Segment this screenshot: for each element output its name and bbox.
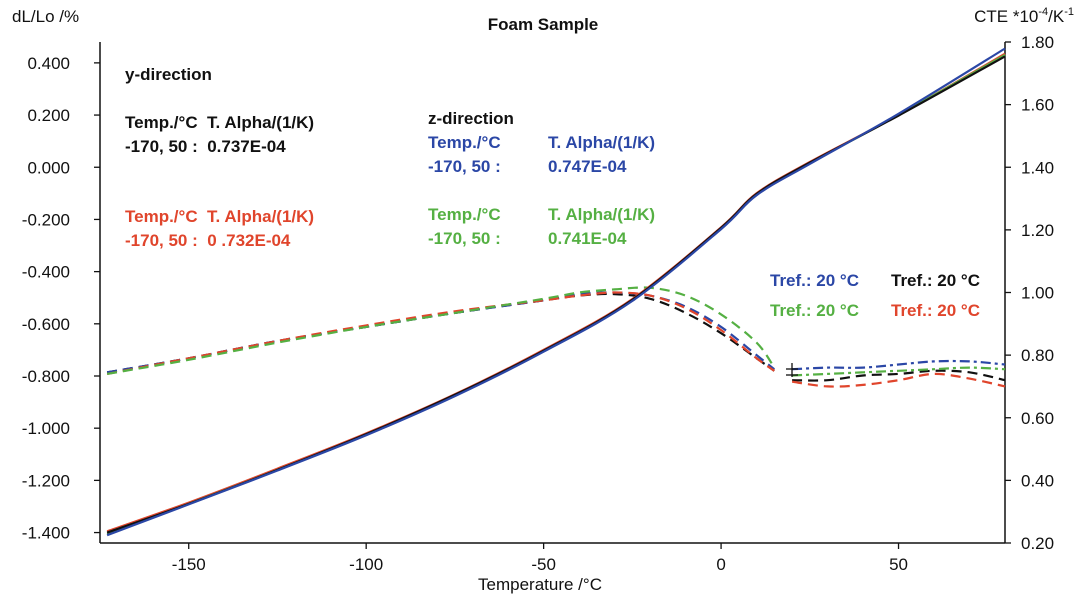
dl-curves <box>106 47 1006 537</box>
green-header-temp: Temp./°C <box>428 205 501 224</box>
x-tick-label: -100 <box>349 555 383 574</box>
y2-tick-label: 1.00 <box>1021 284 1054 303</box>
black-value: -170, 50 : 0.737E-04 <box>125 137 286 156</box>
blue-header-alpha: T. Alpha/(1/K) <box>548 133 655 152</box>
blue-header-temp: Temp./°C <box>428 133 501 152</box>
y-tick-label: -1.000 <box>22 419 70 438</box>
tref-blue: Tref.: 20 °C <box>770 271 859 290</box>
tref-green: Tref.: 20 °C <box>770 301 859 320</box>
tref-black: Tref.: 20 °C <box>891 271 980 290</box>
y-direction-label: y-direction <box>125 65 212 84</box>
annotations: y-direction Temp./°C T. Alpha/(1/K) -170… <box>125 65 980 320</box>
y-tick-label: 0.000 <box>27 158 70 177</box>
cte-curves <box>106 286 1006 388</box>
cte-series-red <box>791 372 1006 388</box>
cte-series-black <box>106 292 775 374</box>
cte-series-black <box>792 369 1006 382</box>
y2-axis-label: CTE *10-4/K-1 <box>974 6 1074 26</box>
y-tick-label: -0.200 <box>22 210 70 229</box>
y-tick-label: -1.200 <box>22 471 70 490</box>
y2-tick-label: 1.80 <box>1021 33 1054 52</box>
y-tick-label: -1.400 <box>22 524 70 543</box>
y-tick-label: -0.800 <box>22 367 70 386</box>
y-axis-label: dL/Lo /% <box>12 7 79 26</box>
black-header: Temp./°C T. Alpha/(1/K) <box>125 113 314 132</box>
x-tick-label: 50 <box>889 555 908 574</box>
x-tick-label: 0 <box>716 555 725 574</box>
cte-series-blue <box>792 359 1006 371</box>
green-value-alpha: 0.741E-04 <box>548 229 627 248</box>
y-tick-label: -0.400 <box>22 263 70 282</box>
cte-series-green <box>106 286 776 375</box>
z-direction-label: z-direction <box>428 109 514 128</box>
tref-red: Tref.: 20 °C <box>891 301 980 320</box>
red-value: -170, 50 : 0 .732E-04 <box>125 231 291 250</box>
x-tick-label: -50 <box>531 555 556 574</box>
y2-tick-label: 1.60 <box>1021 96 1054 115</box>
y2-tick-label: 0.40 <box>1021 471 1054 490</box>
x-tick-label: -150 <box>172 555 206 574</box>
y2-tick-label: 0.80 <box>1021 346 1054 365</box>
green-value-temp: -170, 50 : <box>428 229 501 248</box>
axis-ticks: -150 -100 -50 0 50 0.400 0.200 0.000 -0.200 -0.40… <box>22 33 1054 574</box>
y-tick-label: -0.600 <box>22 315 70 334</box>
cte-series-blue <box>106 291 775 374</box>
cte-series-red <box>106 291 775 375</box>
y-tick-label: 0.400 <box>27 54 70 73</box>
y2-tick-label: 1.20 <box>1021 221 1054 240</box>
blue-value-temp: -170, 50 : <box>428 157 501 176</box>
x-axis-label: Temperature /°C <box>478 575 602 594</box>
y2-tick-label: 1.40 <box>1021 158 1054 177</box>
gap-markers <box>786 363 798 377</box>
y-tick-label: 0.200 <box>27 106 70 125</box>
chart-title: Foam Sample <box>488 15 599 34</box>
cte-series-green <box>792 366 1006 377</box>
blue-value-alpha: 0.747E-04 <box>548 157 627 176</box>
y2-tick-label: 0.20 <box>1021 534 1054 553</box>
green-header-alpha: T. Alpha/(1/K) <box>548 205 655 224</box>
red-header: Temp./°C T. Alpha/(1/K) <box>125 207 314 226</box>
y2-tick-label: 0.60 <box>1021 409 1054 428</box>
dl-series-blue <box>106 47 1006 537</box>
